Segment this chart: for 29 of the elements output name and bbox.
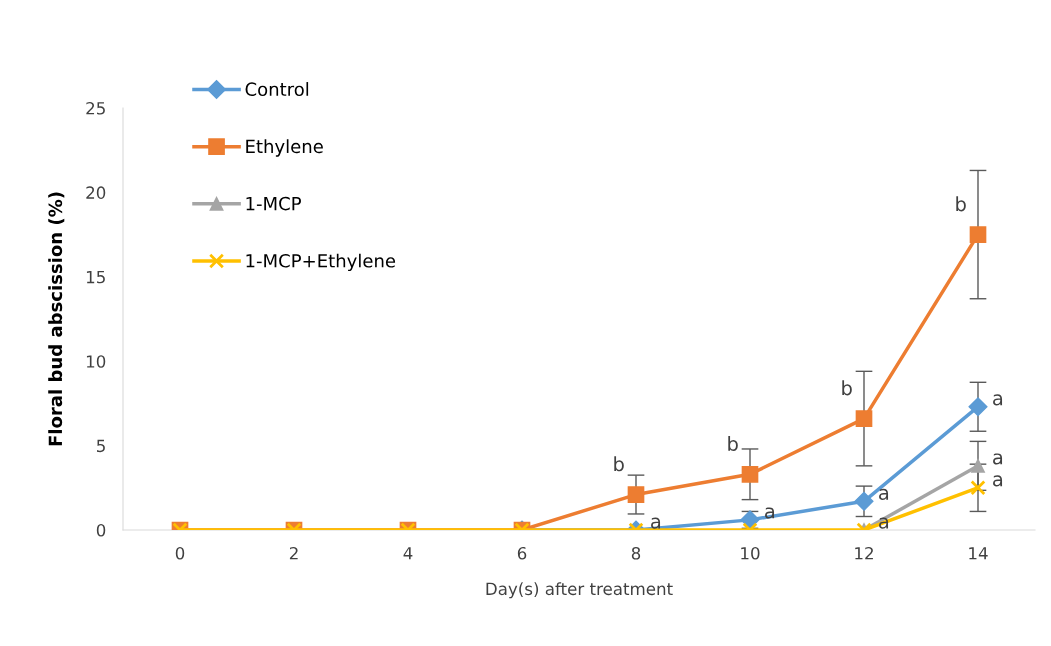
annotation: a bbox=[993, 475, 1003, 487]
legend-label: 1-MCP+Ethylene bbox=[246, 253, 396, 272]
annotation: a bbox=[993, 453, 1003, 465]
annotation: b bbox=[842, 380, 852, 396]
y-tick-label: 20 bbox=[86, 186, 106, 199]
annotation: b bbox=[956, 196, 966, 212]
annotation: a bbox=[651, 517, 661, 529]
annotation: b bbox=[728, 436, 738, 452]
x-tick-label: 14 bbox=[969, 547, 988, 560]
annotation: b bbox=[614, 456, 624, 472]
annotation: a bbox=[993, 394, 1003, 406]
y-tick-label: 15 bbox=[86, 270, 105, 284]
x-tick-label: 6 bbox=[517, 546, 527, 560]
y-tick-label: 10 bbox=[86, 355, 106, 368]
x-tick-label: 12 bbox=[855, 546, 873, 560]
x-tick-label: 8 bbox=[631, 546, 641, 560]
x-tick-label: 4 bbox=[403, 547, 413, 560]
x-tick-label: 2 bbox=[289, 546, 298, 560]
annotation: a bbox=[879, 488, 889, 500]
y-tick-label: 25 bbox=[86, 101, 105, 115]
y-tick-label: 0 bbox=[96, 523, 106, 537]
x-tick-label: 10 bbox=[741, 546, 760, 560]
legend-label: 1-MCP bbox=[246, 196, 301, 211]
y-tick-label: 5 bbox=[97, 439, 105, 453]
legend-label: Ethylene bbox=[246, 139, 323, 157]
legend-label: Control bbox=[245, 82, 309, 97]
y-axis-title: Floral bud abscission (%) bbox=[48, 192, 65, 446]
x-axis-title: Day(s) after treatment bbox=[486, 582, 673, 599]
x-tick-label: 0 bbox=[175, 546, 185, 560]
